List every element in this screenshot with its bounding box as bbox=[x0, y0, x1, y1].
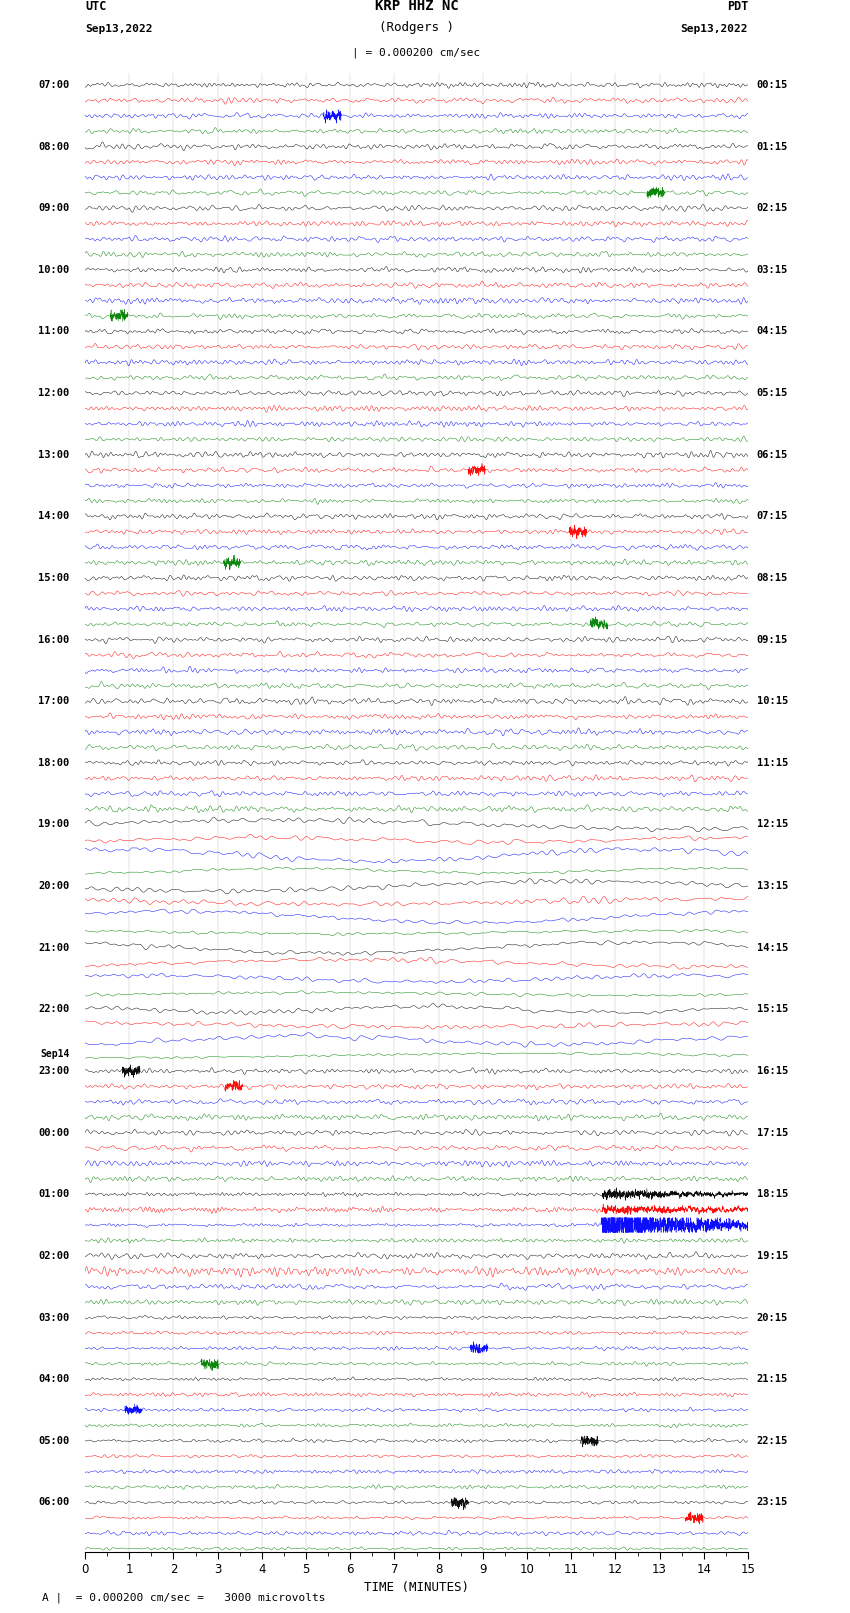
Text: 22:00: 22:00 bbox=[38, 1005, 70, 1015]
Text: 00:15: 00:15 bbox=[756, 81, 788, 90]
Text: PDT: PDT bbox=[727, 0, 748, 13]
Text: 20:15: 20:15 bbox=[756, 1313, 788, 1323]
Text: Sep14: Sep14 bbox=[40, 1048, 70, 1060]
Text: 15:00: 15:00 bbox=[38, 573, 70, 582]
Text: 16:15: 16:15 bbox=[756, 1066, 788, 1076]
Text: 14:00: 14:00 bbox=[38, 511, 70, 521]
Text: 14:15: 14:15 bbox=[756, 942, 788, 953]
Text: 22:15: 22:15 bbox=[756, 1436, 788, 1445]
Text: 17:00: 17:00 bbox=[38, 697, 70, 706]
Text: 12:00: 12:00 bbox=[38, 389, 70, 398]
Text: 09:00: 09:00 bbox=[38, 203, 70, 213]
Text: 02:15: 02:15 bbox=[756, 203, 788, 213]
Text: 04:15: 04:15 bbox=[756, 326, 788, 337]
Text: 13:15: 13:15 bbox=[756, 881, 788, 890]
Text: 07:15: 07:15 bbox=[756, 511, 788, 521]
Text: 20:00: 20:00 bbox=[38, 881, 70, 890]
Text: 18:00: 18:00 bbox=[38, 758, 70, 768]
Text: 05:00: 05:00 bbox=[38, 1436, 70, 1445]
Text: UTC: UTC bbox=[85, 0, 106, 13]
Text: 10:15: 10:15 bbox=[756, 697, 788, 706]
Text: 07:00: 07:00 bbox=[38, 81, 70, 90]
Text: 05:15: 05:15 bbox=[756, 389, 788, 398]
Text: A |  = 0.000200 cm/sec =   3000 microvolts: A | = 0.000200 cm/sec = 3000 microvolts bbox=[42, 1592, 326, 1603]
Text: | = 0.000200 cm/sec: | = 0.000200 cm/sec bbox=[353, 47, 480, 58]
Text: (Rodgers ): (Rodgers ) bbox=[379, 21, 454, 34]
Text: Sep13,2022: Sep13,2022 bbox=[85, 24, 152, 34]
Text: 12:15: 12:15 bbox=[756, 819, 788, 829]
Text: 03:15: 03:15 bbox=[756, 265, 788, 274]
Text: 01:00: 01:00 bbox=[38, 1189, 70, 1198]
Text: 06:00: 06:00 bbox=[38, 1497, 70, 1508]
Text: 17:15: 17:15 bbox=[756, 1127, 788, 1137]
Text: 04:00: 04:00 bbox=[38, 1374, 70, 1384]
Text: 21:15: 21:15 bbox=[756, 1374, 788, 1384]
Text: 00:00: 00:00 bbox=[38, 1127, 70, 1137]
Text: 18:15: 18:15 bbox=[756, 1189, 788, 1198]
Text: 15:15: 15:15 bbox=[756, 1005, 788, 1015]
Text: 13:00: 13:00 bbox=[38, 450, 70, 460]
Text: 23:00: 23:00 bbox=[38, 1066, 70, 1076]
X-axis label: TIME (MINUTES): TIME (MINUTES) bbox=[364, 1581, 469, 1594]
Text: 21:00: 21:00 bbox=[38, 942, 70, 953]
Text: 11:00: 11:00 bbox=[38, 326, 70, 337]
Text: 19:00: 19:00 bbox=[38, 819, 70, 829]
Text: 16:00: 16:00 bbox=[38, 634, 70, 645]
Text: 08:00: 08:00 bbox=[38, 142, 70, 152]
Text: 03:00: 03:00 bbox=[38, 1313, 70, 1323]
Text: 02:00: 02:00 bbox=[38, 1252, 70, 1261]
Text: 11:15: 11:15 bbox=[756, 758, 788, 768]
Text: 08:15: 08:15 bbox=[756, 573, 788, 582]
Text: Sep13,2022: Sep13,2022 bbox=[681, 24, 748, 34]
Text: 09:15: 09:15 bbox=[756, 634, 788, 645]
Text: 10:00: 10:00 bbox=[38, 265, 70, 274]
Text: 06:15: 06:15 bbox=[756, 450, 788, 460]
Text: 01:15: 01:15 bbox=[756, 142, 788, 152]
Text: 19:15: 19:15 bbox=[756, 1252, 788, 1261]
Text: KRP HHZ NC: KRP HHZ NC bbox=[375, 0, 458, 13]
Text: 23:15: 23:15 bbox=[756, 1497, 788, 1508]
